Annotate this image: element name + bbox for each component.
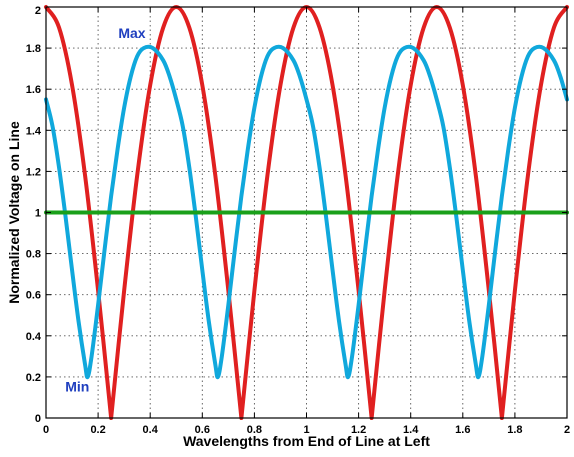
x-tick-label: 1.8 bbox=[507, 424, 522, 436]
annotation-layer: Max Min bbox=[65, 25, 146, 394]
x-tick-label: 0.6 bbox=[195, 424, 210, 436]
tick-layer bbox=[45, 6, 568, 419]
x-tick-label: 1 bbox=[303, 424, 309, 436]
x-tick-label: 2 bbox=[564, 424, 570, 436]
y-tick-label: 0 bbox=[35, 413, 41, 425]
x-tick-label: 1.2 bbox=[351, 424, 366, 436]
tick-label-layer: 0 0.2 0.4 0.6 0.8 1 1.2 1.4 1.6 1.8 2 0 0.2 0.4 0.6 0.8… bbox=[26, 5, 570, 436]
x-tick-label: 1.4 bbox=[403, 424, 419, 436]
y-tick-label: 2 bbox=[35, 5, 41, 17]
cyan-voltage-curve bbox=[44, 44, 569, 380]
y-tick-label: 1.4 bbox=[26, 125, 42, 137]
x-tick-label: 1.6 bbox=[455, 424, 470, 436]
y-axis-title: Normalized Voltage on Line bbox=[6, 121, 22, 304]
y-tick-label: 0.6 bbox=[26, 290, 41, 302]
y-tick-label: 1.8 bbox=[26, 43, 41, 55]
y-tick-label: 0.2 bbox=[26, 372, 41, 384]
annotation-max: Max bbox=[118, 25, 145, 41]
x-axis-title: Wavelengths from End of Line at Left bbox=[183, 433, 430, 449]
x-tick-label: 0.2 bbox=[90, 424, 105, 436]
y-tick-label: 0.4 bbox=[26, 331, 42, 343]
annotation-min: Min bbox=[65, 378, 89, 394]
y-tick-label: 0.8 bbox=[26, 249, 41, 261]
x-tick-label: 0 bbox=[43, 424, 49, 436]
y-tick-label: 1.6 bbox=[26, 84, 41, 96]
x-tick-label: 0.4 bbox=[143, 424, 159, 436]
x-tick-label: 0.8 bbox=[247, 424, 262, 436]
y-tick-label: 1 bbox=[35, 208, 41, 220]
y-tick-label: 1.2 bbox=[26, 166, 41, 178]
